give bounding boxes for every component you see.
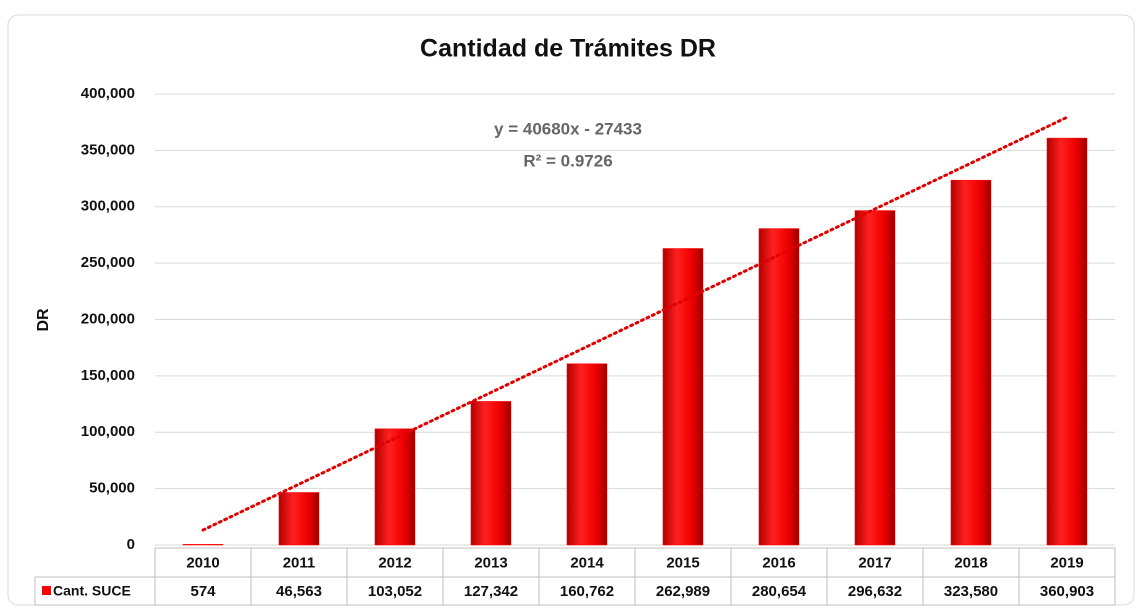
table-value: 160,762 bbox=[560, 583, 614, 600]
bar bbox=[1046, 137, 1088, 546]
table-value: 323,580 bbox=[944, 583, 998, 600]
y-tick-label: 200,000 bbox=[81, 310, 135, 327]
table-value: 103,052 bbox=[368, 583, 422, 600]
x-tick-label: 2015 bbox=[666, 554, 699, 571]
y-tick-label: 350,000 bbox=[81, 141, 135, 158]
trend-r2: R² = 0.9726 bbox=[523, 151, 612, 170]
x-tick-label: 2011 bbox=[283, 554, 316, 571]
bar bbox=[950, 179, 992, 546]
y-axis-title: DR bbox=[35, 308, 52, 332]
table-value: 127,342 bbox=[464, 583, 518, 600]
y-tick-label: 400,000 bbox=[81, 85, 135, 102]
table-value: 262,989 bbox=[656, 583, 710, 600]
bar bbox=[662, 248, 704, 546]
table-value: 46,563 bbox=[276, 583, 322, 600]
y-tick-label: 150,000 bbox=[81, 367, 135, 384]
x-tick-label: 2018 bbox=[954, 554, 987, 571]
table-value: 574 bbox=[190, 583, 216, 600]
x-tick-label: 2012 bbox=[378, 554, 411, 571]
table-value: 296,632 bbox=[848, 583, 902, 600]
bar bbox=[374, 428, 416, 546]
y-tick-label: 250,000 bbox=[81, 254, 135, 271]
bar bbox=[854, 210, 896, 546]
legend-key bbox=[42, 586, 51, 595]
table-value: 360,903 bbox=[1040, 583, 1094, 600]
x-tick-label: 2017 bbox=[858, 554, 891, 571]
x-tick-label: 2014 bbox=[570, 554, 604, 571]
bar bbox=[566, 363, 608, 546]
chart-title: Cantidad de Trámites DR bbox=[420, 35, 716, 63]
y-tick-label: 50,000 bbox=[89, 480, 135, 497]
x-tick-label: 2013 bbox=[474, 554, 507, 571]
x-tick-label: 2010 bbox=[186, 554, 219, 571]
trendline bbox=[201, 115, 1069, 532]
bar bbox=[278, 492, 320, 546]
bar bbox=[182, 544, 224, 546]
x-tick-label: 2019 bbox=[1050, 554, 1083, 571]
x-tick-label: 2016 bbox=[762, 554, 795, 571]
bar bbox=[470, 401, 512, 546]
legend-label: Cant. SUCE bbox=[53, 583, 131, 599]
y-tick-label: 0 bbox=[127, 536, 135, 553]
y-tick-label: 100,000 bbox=[81, 423, 135, 440]
y-tick-label: 300,000 bbox=[81, 198, 135, 215]
table-value: 280,654 bbox=[752, 583, 807, 600]
bar bbox=[758, 228, 800, 546]
trend-equation: y = 40680x - 27433 bbox=[494, 119, 642, 138]
